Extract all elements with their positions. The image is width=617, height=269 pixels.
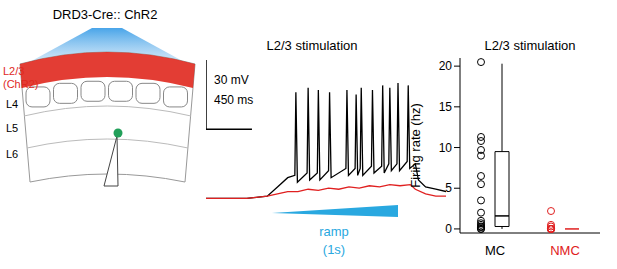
svg-text:L5: L5 <box>6 122 18 134</box>
svg-text:30 mV: 30 mV <box>214 73 249 87</box>
svg-text:10: 10 <box>439 141 453 155</box>
svg-text:15: 15 <box>439 100 453 114</box>
svg-text:20: 20 <box>439 59 453 73</box>
svg-text:(ChR2): (ChR2) <box>3 78 38 90</box>
svg-text:L2/3 stimulation: L2/3 stimulation <box>484 38 575 53</box>
svg-text:450 ms: 450 ms <box>214 93 253 107</box>
svg-text:DRD3-Cre:: ChR2: DRD3-Cre:: ChR2 <box>53 7 158 22</box>
svg-text:L6: L6 <box>6 148 18 160</box>
svg-text:L2/3: L2/3 <box>3 65 24 77</box>
svg-text:L4: L4 <box>6 98 18 110</box>
svg-text:ramp: ramp <box>319 224 349 239</box>
svg-text:Firing rate (hz): Firing rate (hz) <box>408 103 423 188</box>
svg-text:(1s): (1s) <box>323 242 345 257</box>
svg-text:MC: MC <box>485 243 505 258</box>
svg-text:0: 0 <box>445 222 452 236</box>
svg-text:5: 5 <box>445 181 452 195</box>
svg-text:L2/3 stimulation: L2/3 stimulation <box>266 38 357 53</box>
svg-text:NMC: NMC <box>550 243 580 258</box>
